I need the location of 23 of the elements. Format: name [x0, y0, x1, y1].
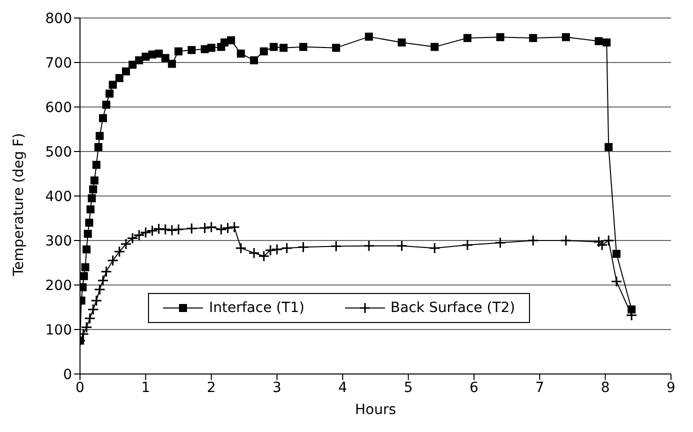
y-tick-label: 700: [45, 55, 72, 72]
legend-label: Back Surface (T2): [390, 300, 516, 316]
y-tick-label: 800: [45, 10, 72, 27]
y-tick-label: 100: [45, 322, 72, 338]
y-tick-label: 600: [45, 100, 72, 116]
y-tick-label: 200: [45, 278, 72, 294]
x-tick-label: 7: [535, 380, 544, 396]
x-tick-label: 3: [272, 380, 282, 396]
y-tick-label: 300: [45, 233, 72, 250]
y-tick-label: 0: [63, 366, 72, 383]
x-tick-label: 4: [338, 380, 348, 396]
x-tick-label: 5: [404, 380, 413, 396]
x-tick-label: 2: [206, 380, 216, 396]
x-tick-label: 0: [76, 380, 84, 396]
y-tick-label: 500: [45, 144, 72, 160]
y-axis-title: Temperature (deg F): [10, 133, 27, 277]
x-tick-label: 6: [470, 380, 479, 396]
legend-label: Interface (T1): [209, 300, 305, 316]
y-tick-label: 400: [45, 188, 72, 205]
x-tick-label: 9: [666, 380, 676, 396]
x-tick-label: 1: [141, 380, 150, 396]
x-tick-label: 8: [600, 380, 610, 396]
x-axis-title: Hours: [354, 402, 396, 418]
